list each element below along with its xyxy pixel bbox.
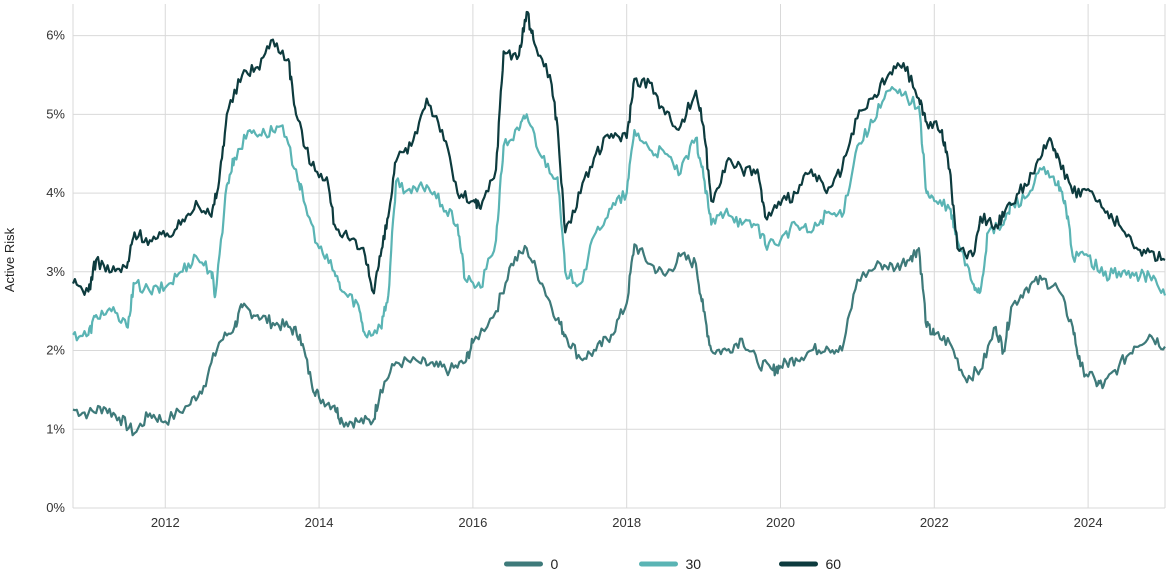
x-axis: 2012 2014 2016 2018 2020 2022 2024 (151, 515, 1103, 530)
grid-layer (72, 4, 1166, 509)
x-tick-label: 2012 (151, 515, 180, 530)
y-tick-label: 6% (46, 28, 65, 43)
legend: 0 30 60 (504, 556, 842, 572)
series-line-30 (72, 86, 1167, 342)
x-tick-label: 2024 (1074, 515, 1103, 530)
y-tick-label: 5% (46, 106, 65, 121)
x-tick-label: 2022 (920, 515, 949, 530)
legend-label-0: 0 (551, 556, 559, 572)
y-tick-label: 0% (46, 500, 65, 515)
series-layer (71, 10, 1167, 437)
x-tick-label: 2020 (766, 515, 795, 530)
y-axis-title: Active Risk (2, 227, 17, 292)
series-line-60 (71, 10, 1166, 296)
legend-label-30: 30 (686, 556, 702, 572)
y-tick-label: 1% (46, 421, 65, 436)
x-tick-label: 2014 (305, 515, 334, 530)
x-tick-label: 2018 (612, 515, 641, 530)
legend-label-60: 60 (826, 556, 842, 572)
y-tick-label: 4% (46, 185, 65, 200)
y-axis: 0% 1% 2% 3% 4% 5% 6% (46, 28, 65, 515)
y-tick-label: 3% (46, 264, 65, 279)
series-line-0 (72, 243, 1166, 437)
y-tick-label: 2% (46, 343, 65, 358)
x-tick-label: 2016 (458, 515, 487, 530)
